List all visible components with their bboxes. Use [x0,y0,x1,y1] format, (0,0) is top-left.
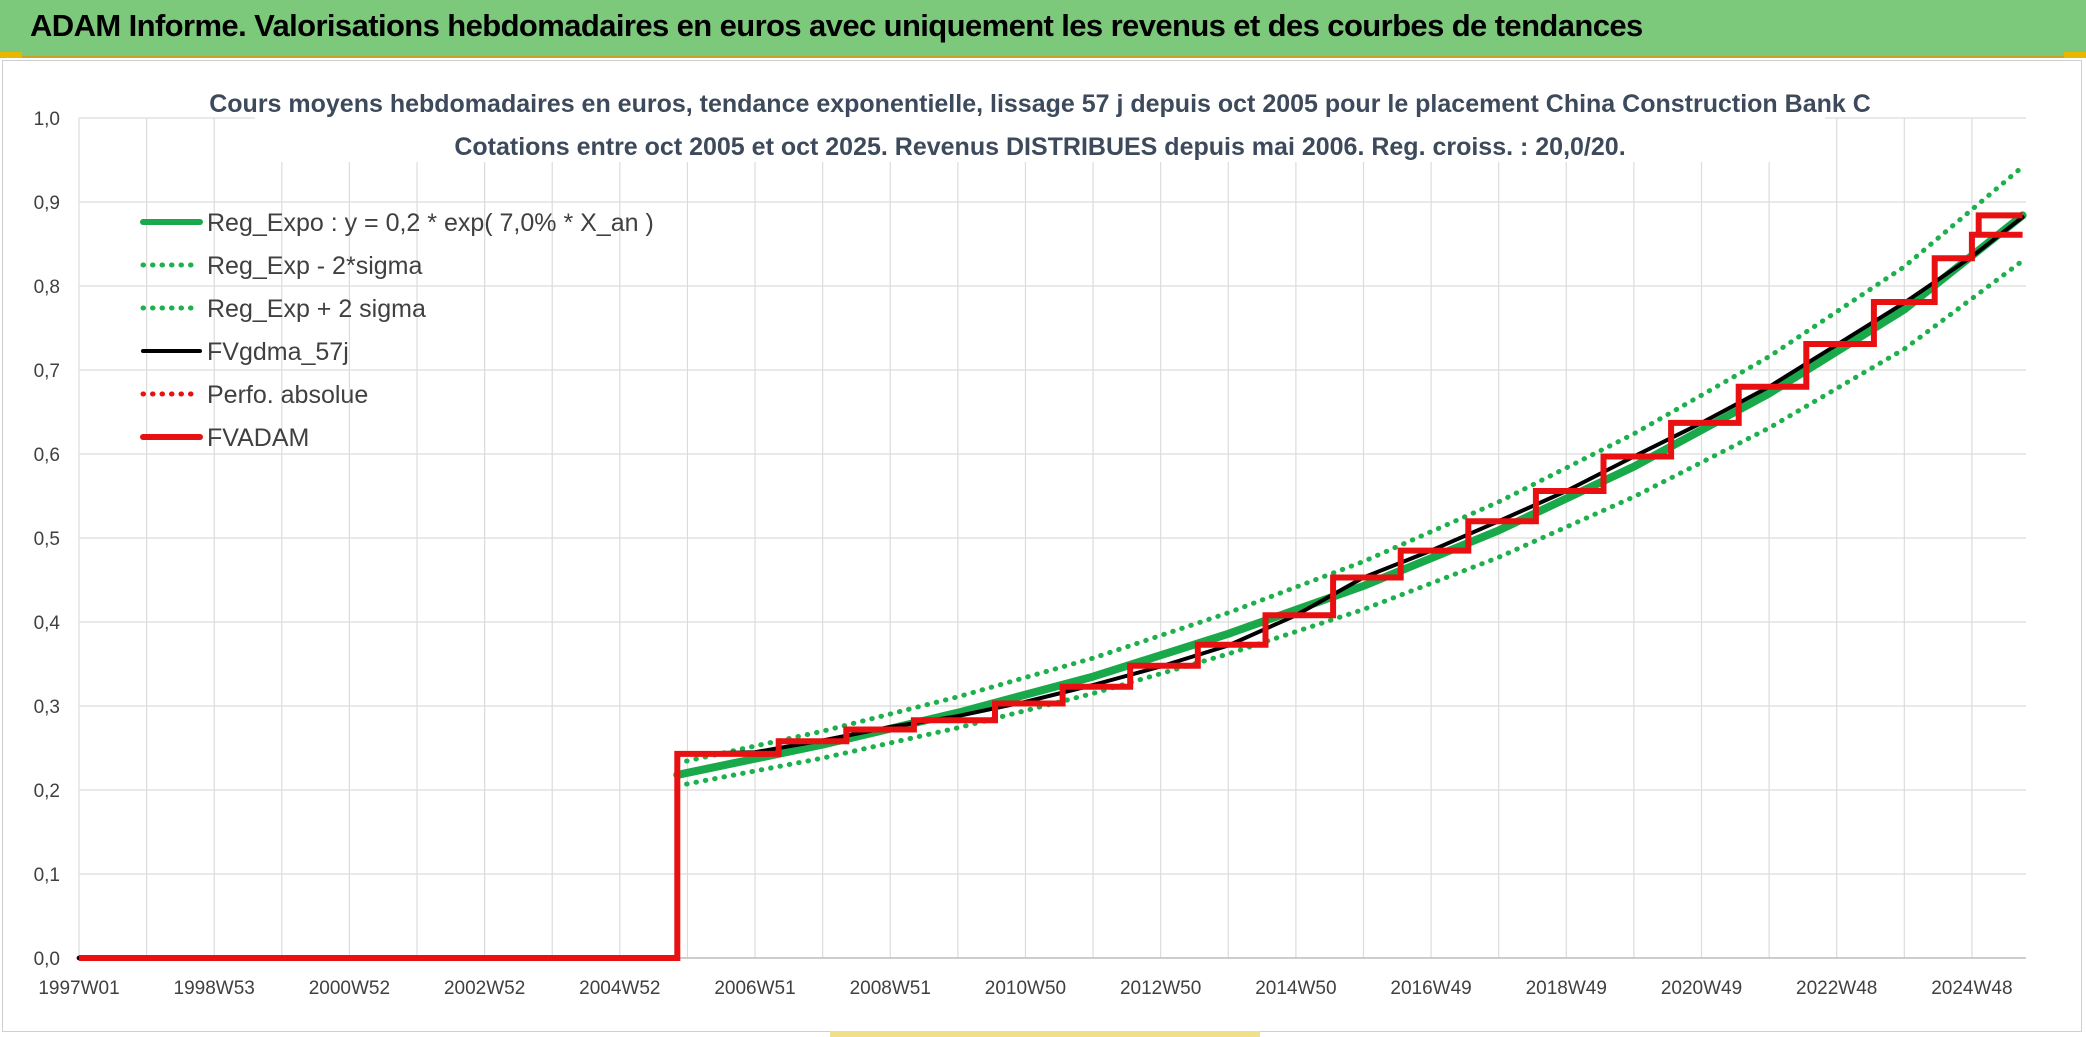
legend-label: Reg_Exp - 2*sigma [207,252,422,280]
x-tick-label: 2010W50 [985,978,1066,999]
x-tick-label: 2024W48 [1931,978,2012,999]
corner-accent-left [0,52,22,58]
y-tick-label: 0,0 [34,949,60,970]
x-axis: 1997W01 1998W53 2000W52 2002W52 2004W52 2006W… [38,978,2012,999]
bottom-accent [830,1031,1260,1037]
series-line-6 [1975,212,2023,235]
y-tick-label: 0,4 [34,613,61,634]
series-lines [76,164,2027,961]
chart-titles: Cours moyens hebdomadaires en euros, ten… [209,80,1871,162]
report-header: ADAM Informe. Valorisations hebdomadaire… [0,0,2086,58]
x-tick-label: 2002W52 [444,978,525,999]
x-tick-label: 2022W48 [1796,978,1877,999]
x-tick-label: 2016W49 [1390,978,1471,999]
legend-label: FVADAM [207,424,309,452]
x-tick-label: 2008W51 [850,978,931,999]
legend-label: Perfo. absolue [207,381,368,409]
chart-title: Cours moyens hebdomadaires en euros, ten… [209,90,1871,118]
grid [78,117,2026,959]
legend-label: Reg_Expo : y = 0,2 * exp( 7,0% * X_an ) [207,209,654,237]
series-line-0 [673,211,2027,779]
x-tick-label: 2004W52 [579,978,660,999]
y-tick-label: 0,5 [34,529,60,550]
x-tick-label: 1998W53 [174,978,255,999]
y-tick-label: 1,0 [34,109,60,130]
y-tick-label: 0,7 [34,361,60,382]
y-tick-label: 0,1 [34,865,60,886]
x-tick-label: 2014W50 [1255,978,1336,999]
y-tick-label: 0,6 [34,445,60,466]
series-line-2 [674,164,2026,766]
chart-subtitle: Cotations entre oct 2005 et oct 2025. Re… [454,133,1625,161]
x-tick-label: 1997W01 [38,978,119,999]
series-line-3 [77,215,2025,960]
legend: Reg_Expo : y = 0,2 * exp( 7,0% * X_an ) R… [140,209,654,452]
corner-accent-right [2064,52,2086,58]
x-tick-label: 2000W52 [309,978,390,999]
title-background [255,80,1825,162]
x-tick-label: 2018W49 [1526,978,1607,999]
x-tick-label: 2012W50 [1120,978,1201,999]
y-axis: 0,0 0,1 0,2 0,3 0,4 0,5 0,6 0,7 0,8 0,9 1,0 [34,109,61,970]
series-line-5 [79,231,2023,961]
legend-label: Reg_Exp + 2 sigma [207,295,426,323]
y-tick-label: 0,3 [34,697,60,718]
report-title: ADAM Informe. Valorisations hebdomadaire… [30,8,1643,43]
x-tick-label: 2006W51 [714,978,795,999]
x-tick-label: 2020W49 [1661,978,1742,999]
y-tick-label: 0,8 [34,277,60,298]
y-tick-label: 0,2 [34,781,60,802]
legend-label: FVgdma_57j [207,338,349,366]
series-line-1 [674,258,2026,789]
y-tick-label: 0,9 [34,193,60,214]
